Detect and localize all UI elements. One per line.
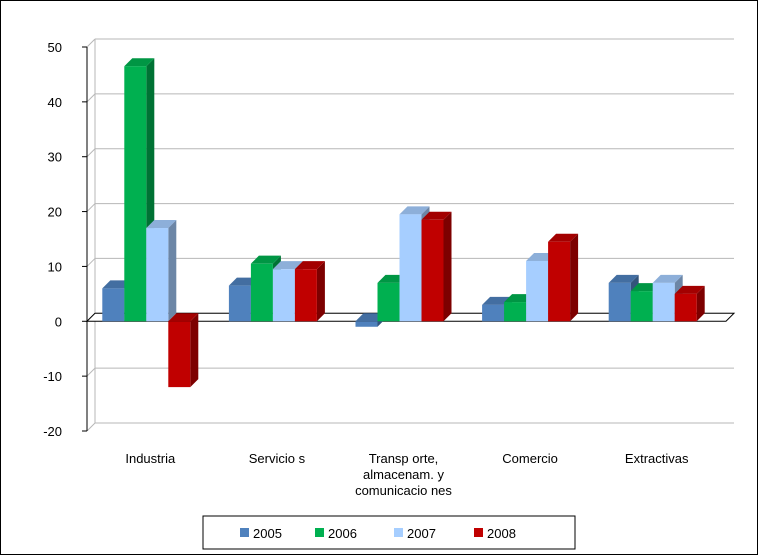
bar-2008-4 bbox=[674, 285, 705, 322]
bar-2008-0 bbox=[168, 313, 199, 388]
legend-swatch bbox=[474, 528, 483, 537]
bar-2008-3 bbox=[548, 233, 579, 322]
category-label: Extractivas bbox=[625, 451, 689, 466]
gridline-side bbox=[86, 203, 96, 212]
gridline-side bbox=[86, 38, 96, 48]
y-tick-label: 50 bbox=[48, 40, 62, 55]
y-tick-label: 10 bbox=[48, 259, 62, 274]
bar-2007-0 bbox=[146, 220, 177, 322]
y-tick-label: 30 bbox=[48, 150, 62, 165]
category-label: Industria bbox=[125, 451, 176, 466]
legend-swatch bbox=[315, 528, 324, 537]
category-label: Transp orte, almacenam. y comunicacio nes bbox=[355, 451, 452, 498]
category-label: Comercio bbox=[502, 451, 558, 466]
legend-label: 2007 bbox=[407, 526, 436, 541]
bar-2008-2 bbox=[421, 211, 452, 322]
y-tick-label: 0 bbox=[55, 314, 62, 329]
gridline-side bbox=[86, 258, 96, 267]
legend-label: 2008 bbox=[487, 526, 516, 541]
y-tick-label: -20 bbox=[43, 424, 62, 439]
y-tick-labels: -20 -10 0 10 20 30 40 50 bbox=[43, 40, 62, 439]
legend: 2005 2006 2007 2008 bbox=[202, 515, 576, 550]
legend-swatch bbox=[240, 528, 249, 537]
gridline-side bbox=[86, 148, 96, 158]
bar-2008-1 bbox=[294, 261, 325, 322]
y-tick-label: 40 bbox=[48, 95, 62, 110]
gridline-side bbox=[86, 367, 96, 377]
legend-label: 2006 bbox=[328, 526, 357, 541]
gridline-side bbox=[86, 93, 96, 103]
gridline-side bbox=[86, 422, 96, 432]
bars bbox=[102, 58, 705, 388]
legend-label: 2005 bbox=[253, 526, 282, 541]
category-label: Servicio s bbox=[249, 451, 306, 466]
y-tick-label: -10 bbox=[43, 369, 62, 384]
legend-box bbox=[202, 515, 576, 550]
category-labels: Industria Servicio s Transp orte, almacenam… bbox=[125, 451, 689, 498]
legend-swatch bbox=[394, 528, 403, 537]
y-tick-label: 20 bbox=[48, 205, 62, 220]
